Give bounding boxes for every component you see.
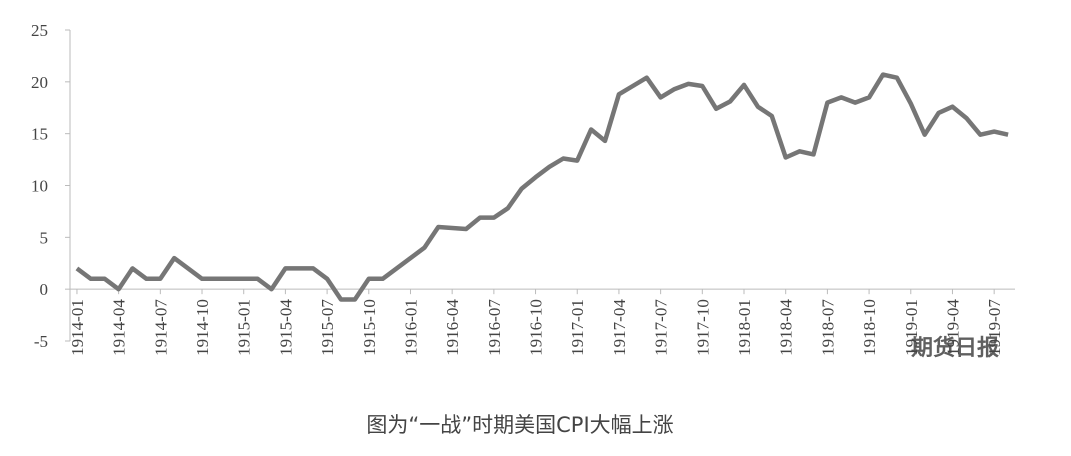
y-tick-label: 15 (31, 125, 48, 144)
y-tick-label: -5 (34, 332, 48, 351)
y-tick-label: 25 (31, 21, 48, 40)
x-tick-label: 1918-04 (777, 299, 796, 356)
x-tick-label: 1917-10 (693, 299, 712, 356)
x-tick-label: 1915-01 (235, 299, 254, 356)
x-tick-label: 1916-07 (485, 299, 504, 356)
y-tick-label: 5 (40, 228, 49, 247)
y-tick-label: 10 (31, 177, 48, 196)
x-tick-label: 1918-07 (818, 299, 837, 356)
x-tick-label: 1917-07 (652, 299, 671, 356)
y-tick-label: 0 (40, 280, 49, 299)
x-tick-label: 1915-04 (276, 299, 295, 356)
x-tick-label: 1914-07 (151, 299, 170, 356)
x-tick-label: 1918-10 (860, 299, 879, 356)
x-tick-label: 1919-04 (943, 299, 962, 356)
cpi-line (75, 72, 1009, 302)
caption: 图为“一战”时期美国CPI大幅上涨 (366, 413, 673, 437)
x-tick-label: 1917-01 (568, 299, 587, 356)
x-tick-label: 1915-07 (318, 299, 337, 356)
watermark: 期货日报 (911, 335, 999, 361)
x-tick-label: 1914-01 (68, 299, 87, 356)
x-tick-label: 1916-01 (401, 299, 420, 356)
x-tick-label: 1919-01 (902, 299, 921, 356)
x-tick-label: 1916-10 (527, 299, 546, 356)
x-tick-label: 1915-10 (360, 299, 379, 356)
y-tick-label: 20 (31, 73, 48, 92)
x-tick-label: 1919-07 (985, 299, 1004, 356)
x-tick-label: 1914-10 (193, 299, 212, 356)
x-tick-label: 1914-04 (110, 299, 129, 356)
x-tick-label: 1917-04 (610, 299, 629, 356)
x-tick-label: 1918-01 (735, 299, 754, 356)
x-tick-label: 1916-04 (443, 299, 462, 356)
